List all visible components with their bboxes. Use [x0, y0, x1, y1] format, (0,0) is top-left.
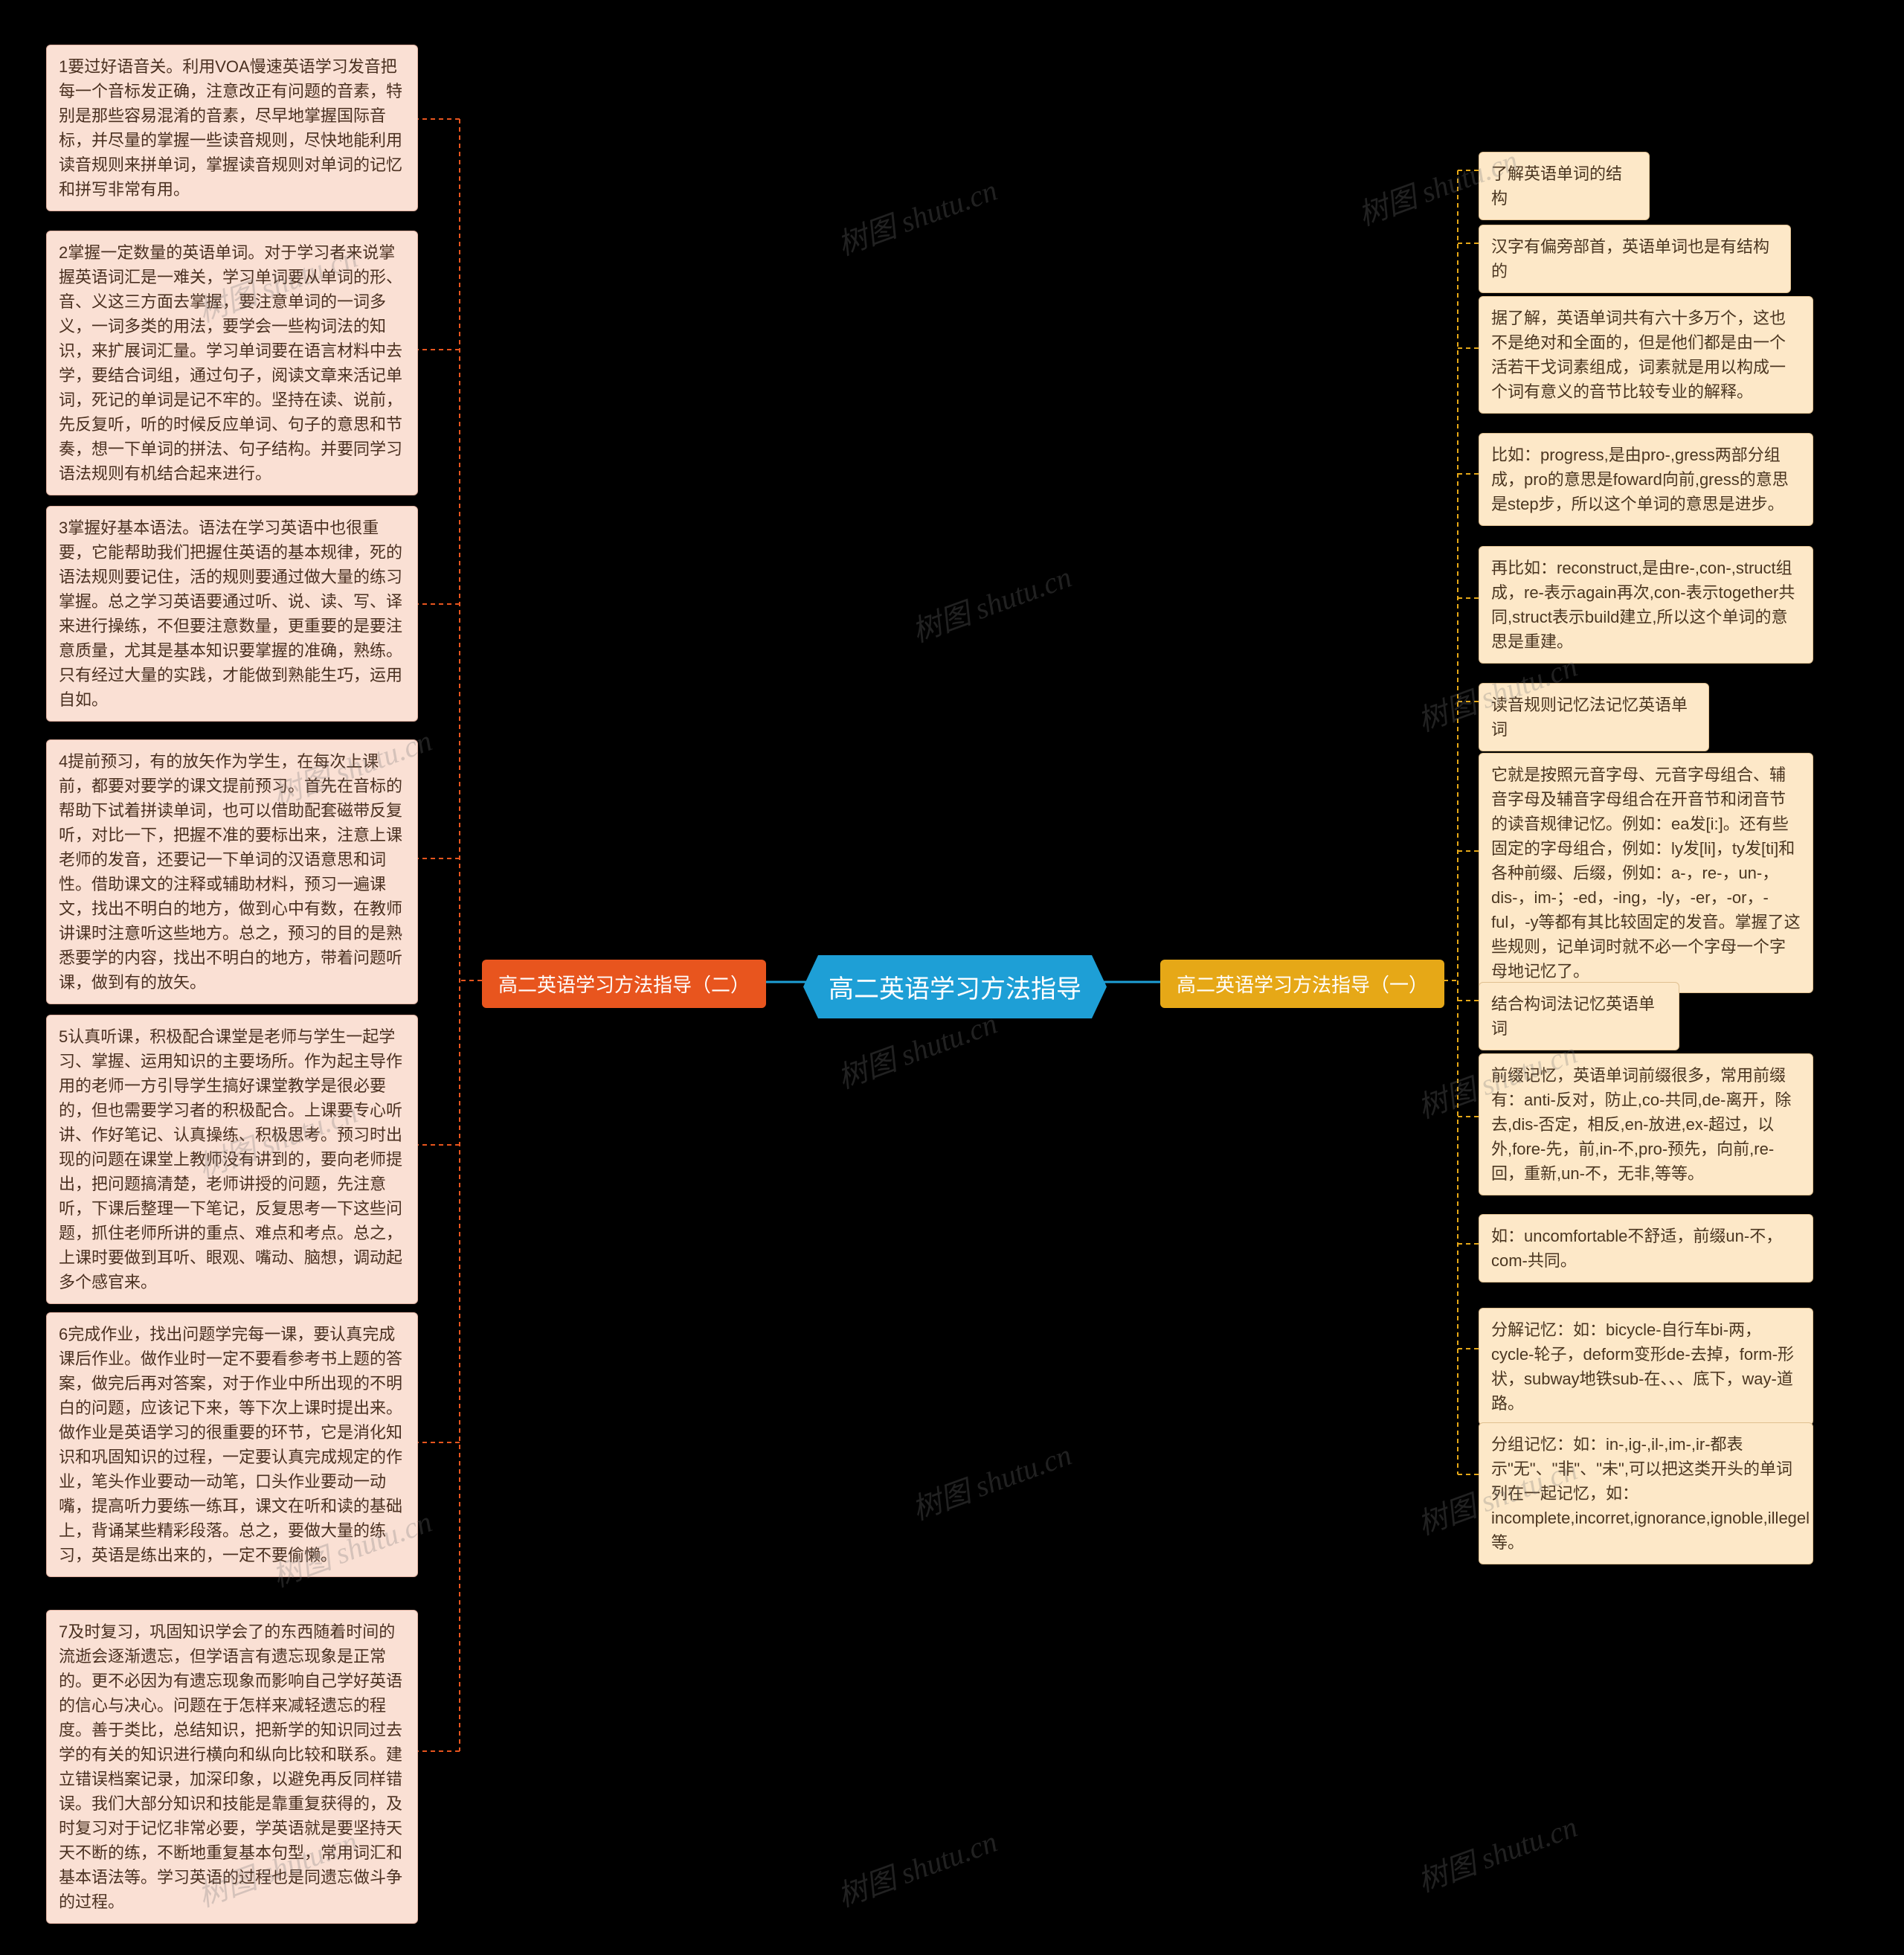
- right-leaf[interactable]: 比如：progress,是由pro-,gress两部分组成，pro的意思是fow…: [1479, 433, 1813, 526]
- right-leaf[interactable]: 前缀记忆，英语单词前缀很多，常用前缀有：anti-反对，防止,co-共同,de-…: [1479, 1053, 1813, 1195]
- left-leaf[interactable]: 4提前预习，有的放矢作为学生，在每次上课前，都要对要学的课文提前预习。首先在音标…: [46, 739, 418, 1004]
- left-leaf[interactable]: 3掌握好基本语法。语法在学习英语中也很重要，它能帮助我们把握住英语的基本规律，死…: [46, 506, 418, 722]
- right-leaf[interactable]: 再比如：reconstruct,是由re-,con-,struct组成，re-表…: [1479, 546, 1813, 664]
- right-leaf[interactable]: 汉字有偏旁部首，英语单词也是有结构的: [1479, 225, 1791, 293]
- left-leaf[interactable]: 1要过好语音关。利用VOA慢速英语学习发音把每一个音标发正确，注意改正有问题的音…: [46, 45, 418, 211]
- left-leaf[interactable]: 6完成作业，找出问题学完每一课，要认真完成课后作业。做作业时一定不要看参考书上题…: [46, 1312, 418, 1577]
- watermark: 树图 shutu.cn: [1411, 1802, 1583, 1900]
- left-leaf[interactable]: 7及时复习，巩固知识学会了的东西随着时间的流逝会逐渐遗忘，但学语言有遗忘现象是正…: [46, 1610, 418, 1924]
- left-leaf[interactable]: 2掌握一定数量的英语单词。对于学习者来说掌握英语词汇是一难关，学习单词要从单词的…: [46, 231, 418, 495]
- right-leaf[interactable]: 它就是按照元音字母、元音字母组合、辅音字母及辅音字母组合在开音节和闭音节的读音规…: [1479, 753, 1813, 993]
- center-label: 高二英语学习方法指导: [829, 975, 1081, 1004]
- left-leaf[interactable]: 5认真听课，积极配合课堂是老师与学生一起学习、掌握、运用知识的主要场所。作为起主…: [46, 1015, 418, 1304]
- right-leaf[interactable]: 如：uncomfortable不舒适，前缀un-不，com-共同。: [1479, 1214, 1813, 1283]
- watermark: 树图 shutu.cn: [905, 553, 1077, 650]
- branch-left[interactable]: 高二英语学习方法指导（二）: [482, 960, 766, 1008]
- watermark: 树图 shutu.cn: [831, 1817, 1003, 1915]
- right-leaf[interactable]: 读音规则记忆法记忆英语单词: [1479, 683, 1709, 751]
- right-leaf[interactable]: 了解英语单词的结构: [1479, 152, 1650, 220]
- right-leaf[interactable]: 分组记忆：如：in-,ig-,il-,im-,ir-都表示"无"、"非"、"未"…: [1479, 1422, 1813, 1564]
- right-leaf[interactable]: 分解记忆：如：bicycle-自行车bi-两，cycle-轮子，deform变形…: [1479, 1308, 1813, 1425]
- branch-right-label: 高二英语学习方法指导（一）: [1177, 974, 1428, 996]
- center-topic[interactable]: 高二英语学习方法指导: [803, 955, 1107, 1018]
- right-leaf[interactable]: 据了解，英语单词共有六十多万个，这也不是绝对和全面的，但是他们都是由一个活若干戈…: [1479, 296, 1813, 414]
- right-leaf[interactable]: 结合构词法记忆英语单词: [1479, 982, 1679, 1050]
- watermark: 树图 shutu.cn: [905, 1431, 1077, 1528]
- branch-right[interactable]: 高二英语学习方法指导（一）: [1160, 960, 1444, 1008]
- branch-left-label: 高二英语学习方法指导（二）: [498, 974, 750, 996]
- mindmap-canvas: 高二英语学习方法指导 高二英语学习方法指导（一） 高二英语学习方法指导（二） 了…: [0, 0, 1904, 1955]
- watermark: 树图 shutu.cn: [831, 166, 1003, 263]
